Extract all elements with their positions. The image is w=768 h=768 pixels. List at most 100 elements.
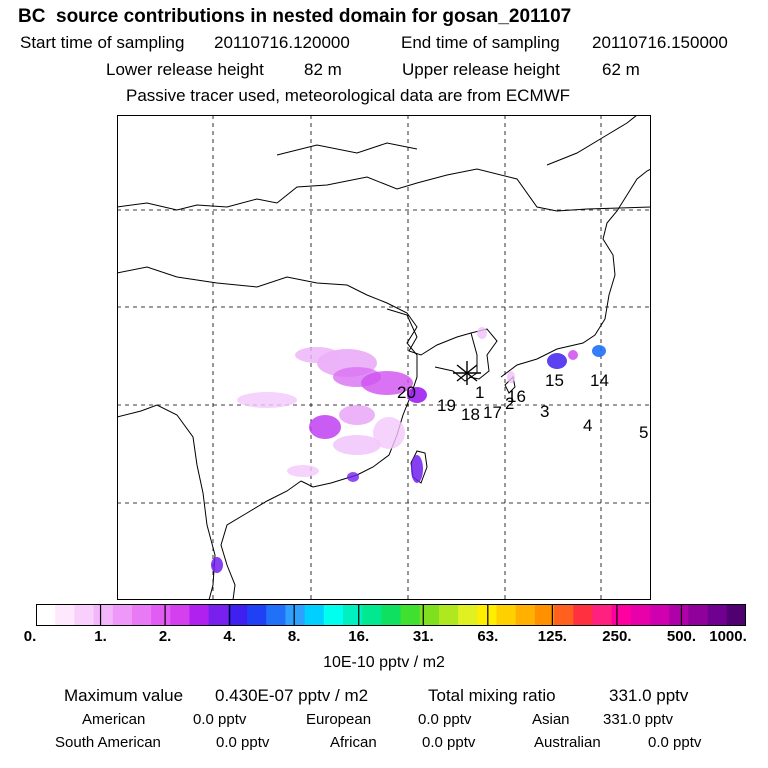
colorbar-tick-label: 250.: [602, 628, 632, 645]
coast-korea: [468, 328, 498, 380]
colorbar-cell: [669, 604, 689, 626]
colorbar-cell: [477, 604, 498, 626]
plume-patch: [568, 350, 578, 360]
plume-patch: [333, 435, 381, 455]
plume-patch: [361, 371, 413, 395]
colorbar-cell: [496, 604, 517, 626]
lower-height-value: 82 m: [304, 60, 342, 79]
colorbar-tick-label: 8.: [287, 628, 301, 645]
colorbar-cell: [458, 604, 478, 626]
border-north: [117, 168, 651, 212]
colorbar-cell: [112, 604, 133, 626]
colorbar-cell: [515, 604, 536, 626]
coast-bohai: [386, 308, 478, 382]
colorbar-tick-label: 125.: [537, 628, 567, 645]
colorbar-cell: [93, 604, 114, 626]
colorbar-cell: [74, 604, 95, 626]
colorbar-tick-label: 63.: [477, 628, 499, 645]
region-name: Asian: [532, 711, 570, 728]
lower-height-label: Lower release height: [106, 60, 264, 79]
source-label: 2: [505, 394, 514, 413]
colorbar-cell: [592, 604, 613, 626]
island-taiwan: [410, 450, 428, 484]
colorbar-cell: [247, 604, 267, 626]
region-name: European: [306, 711, 372, 728]
region-value: 0.0 pptv: [422, 734, 476, 751]
chart-title: BC source contributions in nested domain…: [18, 6, 572, 27]
colorbar-cell: [419, 604, 440, 626]
colorbar-cell: [611, 604, 632, 626]
plume-patch: [339, 405, 375, 425]
plume-patch: [407, 387, 427, 403]
colorbar-cell: [151, 604, 171, 626]
passive-note: Passive tracer used, meteorological data…: [126, 86, 571, 105]
plume-patch: [373, 417, 405, 449]
plume-patch: [411, 455, 423, 483]
colorbar-cell: [227, 604, 248, 626]
region-name: South American: [55, 734, 161, 751]
plume-patch: [287, 465, 319, 477]
max-value: 0.430E-07 pptv / m2: [215, 686, 369, 705]
colorbar-tick-label: 1.: [94, 628, 107, 645]
colorbar-cell: [323, 604, 344, 626]
colorbar-cell: [573, 604, 593, 626]
plume-patch: [309, 415, 341, 439]
plume-patch: [507, 371, 515, 383]
plume-patches: [211, 327, 606, 573]
colorbar-cell: [630, 604, 651, 626]
colorbar-tick-label: 0.: [23, 628, 37, 645]
source-label: 16: [507, 387, 526, 406]
source-label: 14: [590, 371, 609, 390]
colorbar-tick-label: 4.: [223, 628, 236, 645]
plume-patch: [592, 345, 606, 357]
colorbar-units: 10E-10 pptv / m2: [323, 654, 445, 671]
plume-patch: [211, 557, 223, 573]
source-label: 15: [545, 371, 564, 390]
colorbar-cell: [36, 604, 56, 626]
source-label: 1: [475, 383, 484, 402]
colorbar-cell: [381, 604, 402, 626]
end-time-value: 20110716.150000: [592, 33, 728, 52]
colorbar-cell: [438, 604, 459, 626]
coast-japan: [500, 168, 651, 378]
colorbar-cell: [554, 604, 574, 626]
start-time-value: 20110716.120000: [214, 33, 350, 52]
colorbar-cell: [266, 604, 286, 626]
region-value: 0.0 pptv: [193, 711, 247, 728]
colorbar-cell: [170, 604, 191, 626]
upper-height-label: Upper release height: [402, 60, 560, 79]
source-label: 18: [461, 405, 480, 424]
colorbar-cell: [650, 604, 670, 626]
coastlines: [117, 115, 651, 600]
total-mixing-label: Total mixing ratio: [428, 686, 556, 705]
colorbar-cell: [343, 604, 363, 626]
colorbar-cell: [189, 604, 210, 626]
colorbar-cell: [534, 604, 555, 626]
colorbar-cell: [285, 604, 306, 626]
upper-height-value: 62 m: [602, 60, 640, 79]
colorbar-cell: [707, 604, 728, 626]
coast-sakhalin: [546, 115, 638, 166]
plume-patch: [547, 353, 567, 369]
colorbar-tick-label: 1000.: [709, 628, 747, 645]
source-label: 17: [483, 403, 502, 422]
region-value: 331.0 pptv: [603, 711, 674, 728]
contribution-map: 1 2 3 4 5 14 15 16 17 18 19 20: [117, 115, 651, 600]
source-label: 4: [583, 416, 592, 435]
region-name: Australian: [534, 734, 601, 751]
region-value: 0.0 pptv: [648, 734, 702, 751]
lake-baikal-region: [276, 142, 418, 156]
region-name: African: [330, 734, 377, 751]
total-mixing-value: 331.0 pptv: [609, 686, 689, 705]
plume-patch: [295, 347, 339, 363]
colorbar-frame: [36, 604, 746, 626]
colorbar-cell: [304, 604, 325, 626]
region-value: 0.0 pptv: [216, 734, 270, 751]
end-time-label: End time of sampling: [401, 33, 560, 52]
colorbar-tick-label: 16.: [348, 628, 370, 645]
plume-patch: [237, 392, 297, 408]
colorbar-cell: [55, 604, 75, 626]
max-value-label: Maximum value: [64, 686, 184, 705]
colorbar-cell: [131, 604, 152, 626]
coast-china: [117, 266, 418, 488]
